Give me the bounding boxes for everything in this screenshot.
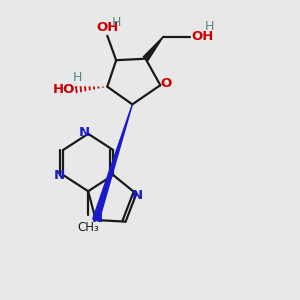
Text: N: N: [54, 169, 65, 182]
Text: H: H: [73, 71, 83, 84]
Text: H: H: [112, 16, 122, 29]
Text: OH: OH: [191, 30, 214, 43]
Text: HO: HO: [52, 82, 75, 95]
Text: N: N: [79, 126, 90, 139]
Text: O: O: [160, 77, 171, 90]
Text: H: H: [205, 20, 214, 33]
Text: OH: OH: [97, 21, 119, 34]
Text: N: N: [132, 189, 143, 202]
Text: N: N: [92, 212, 103, 225]
Polygon shape: [93, 104, 132, 221]
Polygon shape: [143, 37, 163, 61]
Text: CH₃: CH₃: [77, 221, 99, 234]
